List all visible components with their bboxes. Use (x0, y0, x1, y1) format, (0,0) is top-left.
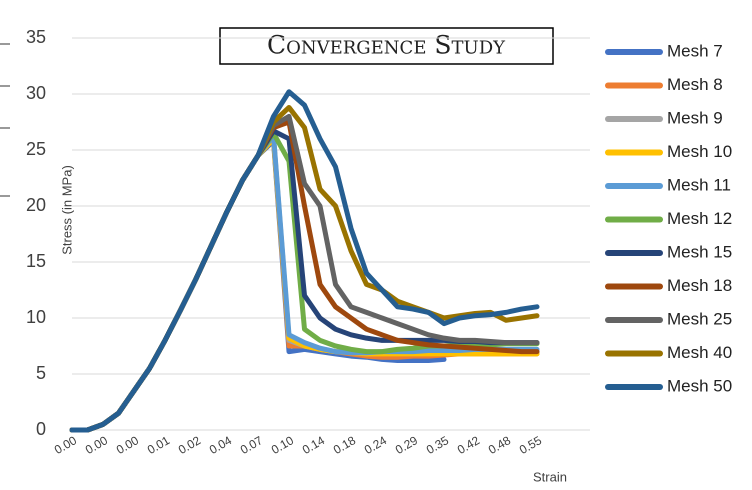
x-tick-label: 0.24 (362, 433, 390, 457)
legend-label: Mesh 50 (667, 376, 732, 395)
y-tick-label: 35 (26, 27, 46, 47)
title-box (219, 27, 554, 65)
series-line (69, 138, 447, 433)
x-tick-label: 0.04 (207, 433, 235, 457)
series-line (69, 89, 540, 433)
legend-label: Mesh 40 (667, 343, 732, 362)
legend-label: Mesh 18 (667, 276, 732, 295)
x-axis-title: Strain (533, 469, 567, 484)
legend-label: Mesh 10 (667, 142, 732, 161)
legend-label: Mesh 9 (667, 108, 723, 127)
x-tick-label: 0.55 (517, 433, 545, 457)
x-tick-label: 0.01 (145, 433, 173, 457)
y-axis-title: Stress (in MPa) (59, 165, 74, 255)
y-tick-label: 25 (26, 139, 46, 159)
legend-label: Mesh 8 (667, 75, 723, 94)
y-tick-label: 5 (36, 363, 46, 383)
chart-title: Convergence Study (267, 31, 506, 60)
x-tick-label: 0.02 (176, 433, 204, 457)
y-tick-label: 15 (26, 251, 46, 271)
y-tick-label: 20 (26, 195, 46, 215)
y-tick-label: 30 (26, 83, 46, 103)
y-tick-label: 10 (26, 307, 46, 327)
legend-label: Mesh 7 (667, 41, 723, 60)
x-tick-label: 0.00 (83, 433, 111, 457)
x-tick-label: 0.42 (455, 433, 483, 457)
x-tick-label: 0.10 (269, 433, 297, 457)
x-tick-label: 0.00 (52, 433, 80, 457)
x-tick-label: 0.07 (238, 433, 266, 457)
x-tick-label: 0.48 (486, 433, 514, 457)
x-tick-label: 0.18 (331, 433, 359, 457)
legend-label: Mesh 15 (667, 242, 732, 261)
legend-label: Mesh 12 (667, 209, 732, 228)
x-tick-label: 0.00 (114, 433, 142, 457)
legend-label: Mesh 25 (667, 309, 732, 328)
y-tick-label: 0 (36, 419, 46, 439)
x-tick-label: 0.29 (393, 433, 421, 457)
x-tick-label: 0.14 (300, 433, 328, 457)
legend-label: Mesh 11 (667, 175, 731, 194)
x-tick-label: 0.35 (424, 433, 452, 457)
